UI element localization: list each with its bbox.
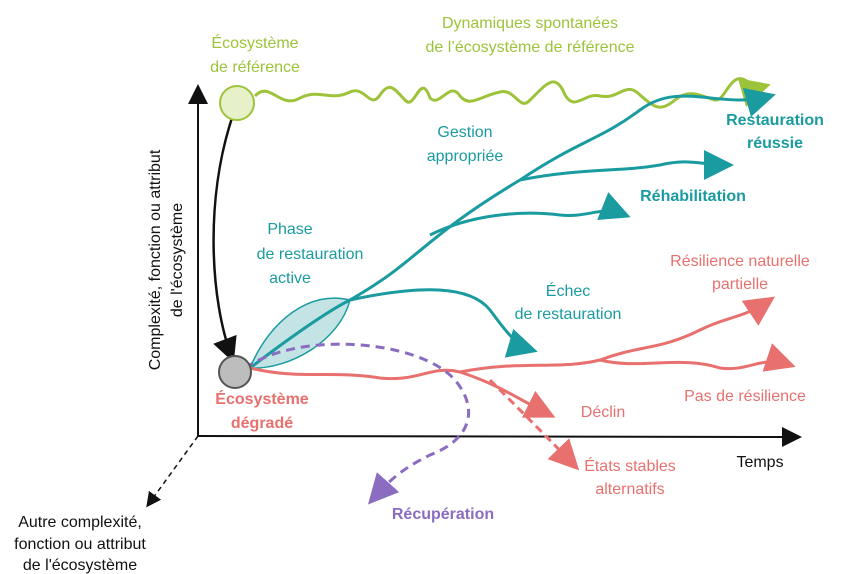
label: Restauration — [726, 112, 824, 129]
y-axis-label: de l'écosystème — [169, 203, 186, 317]
degradation-arrow — [212, 117, 237, 363]
reference-node — [219, 85, 255, 121]
z-axis-label: fonction ou attribut — [14, 536, 146, 553]
label: de l’écosystème de référence — [426, 39, 635, 56]
none-path — [599, 343, 796, 372]
label: alternatifs — [595, 481, 664, 498]
partial-path — [249, 296, 775, 381]
z-axis-label: Autre complexité, — [18, 514, 142, 531]
label: Gestion — [437, 124, 492, 141]
z-axis-label: de l'écosystème — [23, 557, 137, 574]
teal-paths — [249, 88, 776, 370]
rehab2-path — [429, 192, 631, 237]
x-axis-label: Temps — [736, 454, 783, 471]
label: Écosystème — [215, 389, 308, 408]
x-axis — [197, 426, 802, 447]
label: partielle — [712, 276, 768, 293]
label: Déclin — [581, 404, 625, 421]
label: appropriée — [427, 148, 504, 165]
label: Réhabilitation — [640, 188, 746, 205]
failure-path — [349, 288, 538, 358]
label: réussie — [747, 135, 803, 152]
z-axis — [146, 435, 199, 508]
label: Récupération — [392, 506, 494, 523]
axes — [146, 84, 802, 508]
decline-path — [459, 370, 556, 418]
label: Résilience naturelle — [670, 253, 810, 270]
label: Écosystème — [211, 33, 298, 52]
label: dégradé — [231, 415, 293, 432]
label: Dynamiques spontanées — [442, 15, 618, 32]
rehab-path — [519, 149, 734, 182]
label: Phase — [267, 221, 312, 238]
label: de référence — [210, 59, 300, 76]
alternative-path — [488, 378, 580, 471]
label: de restauration — [257, 246, 364, 263]
label: Pas de résilience — [684, 388, 806, 405]
label: active — [269, 270, 311, 287]
label: États stables — [584, 456, 676, 475]
success-path — [249, 88, 776, 370]
red-paths — [249, 296, 796, 471]
label: de restauration — [515, 306, 622, 323]
reference-path — [253, 77, 771, 109]
recovery-path — [244, 342, 471, 505]
label: Échec — [546, 281, 590, 300]
degraded-node — [218, 355, 252, 389]
y-axis-label: Complexité, fonction ou attribut — [147, 149, 164, 370]
